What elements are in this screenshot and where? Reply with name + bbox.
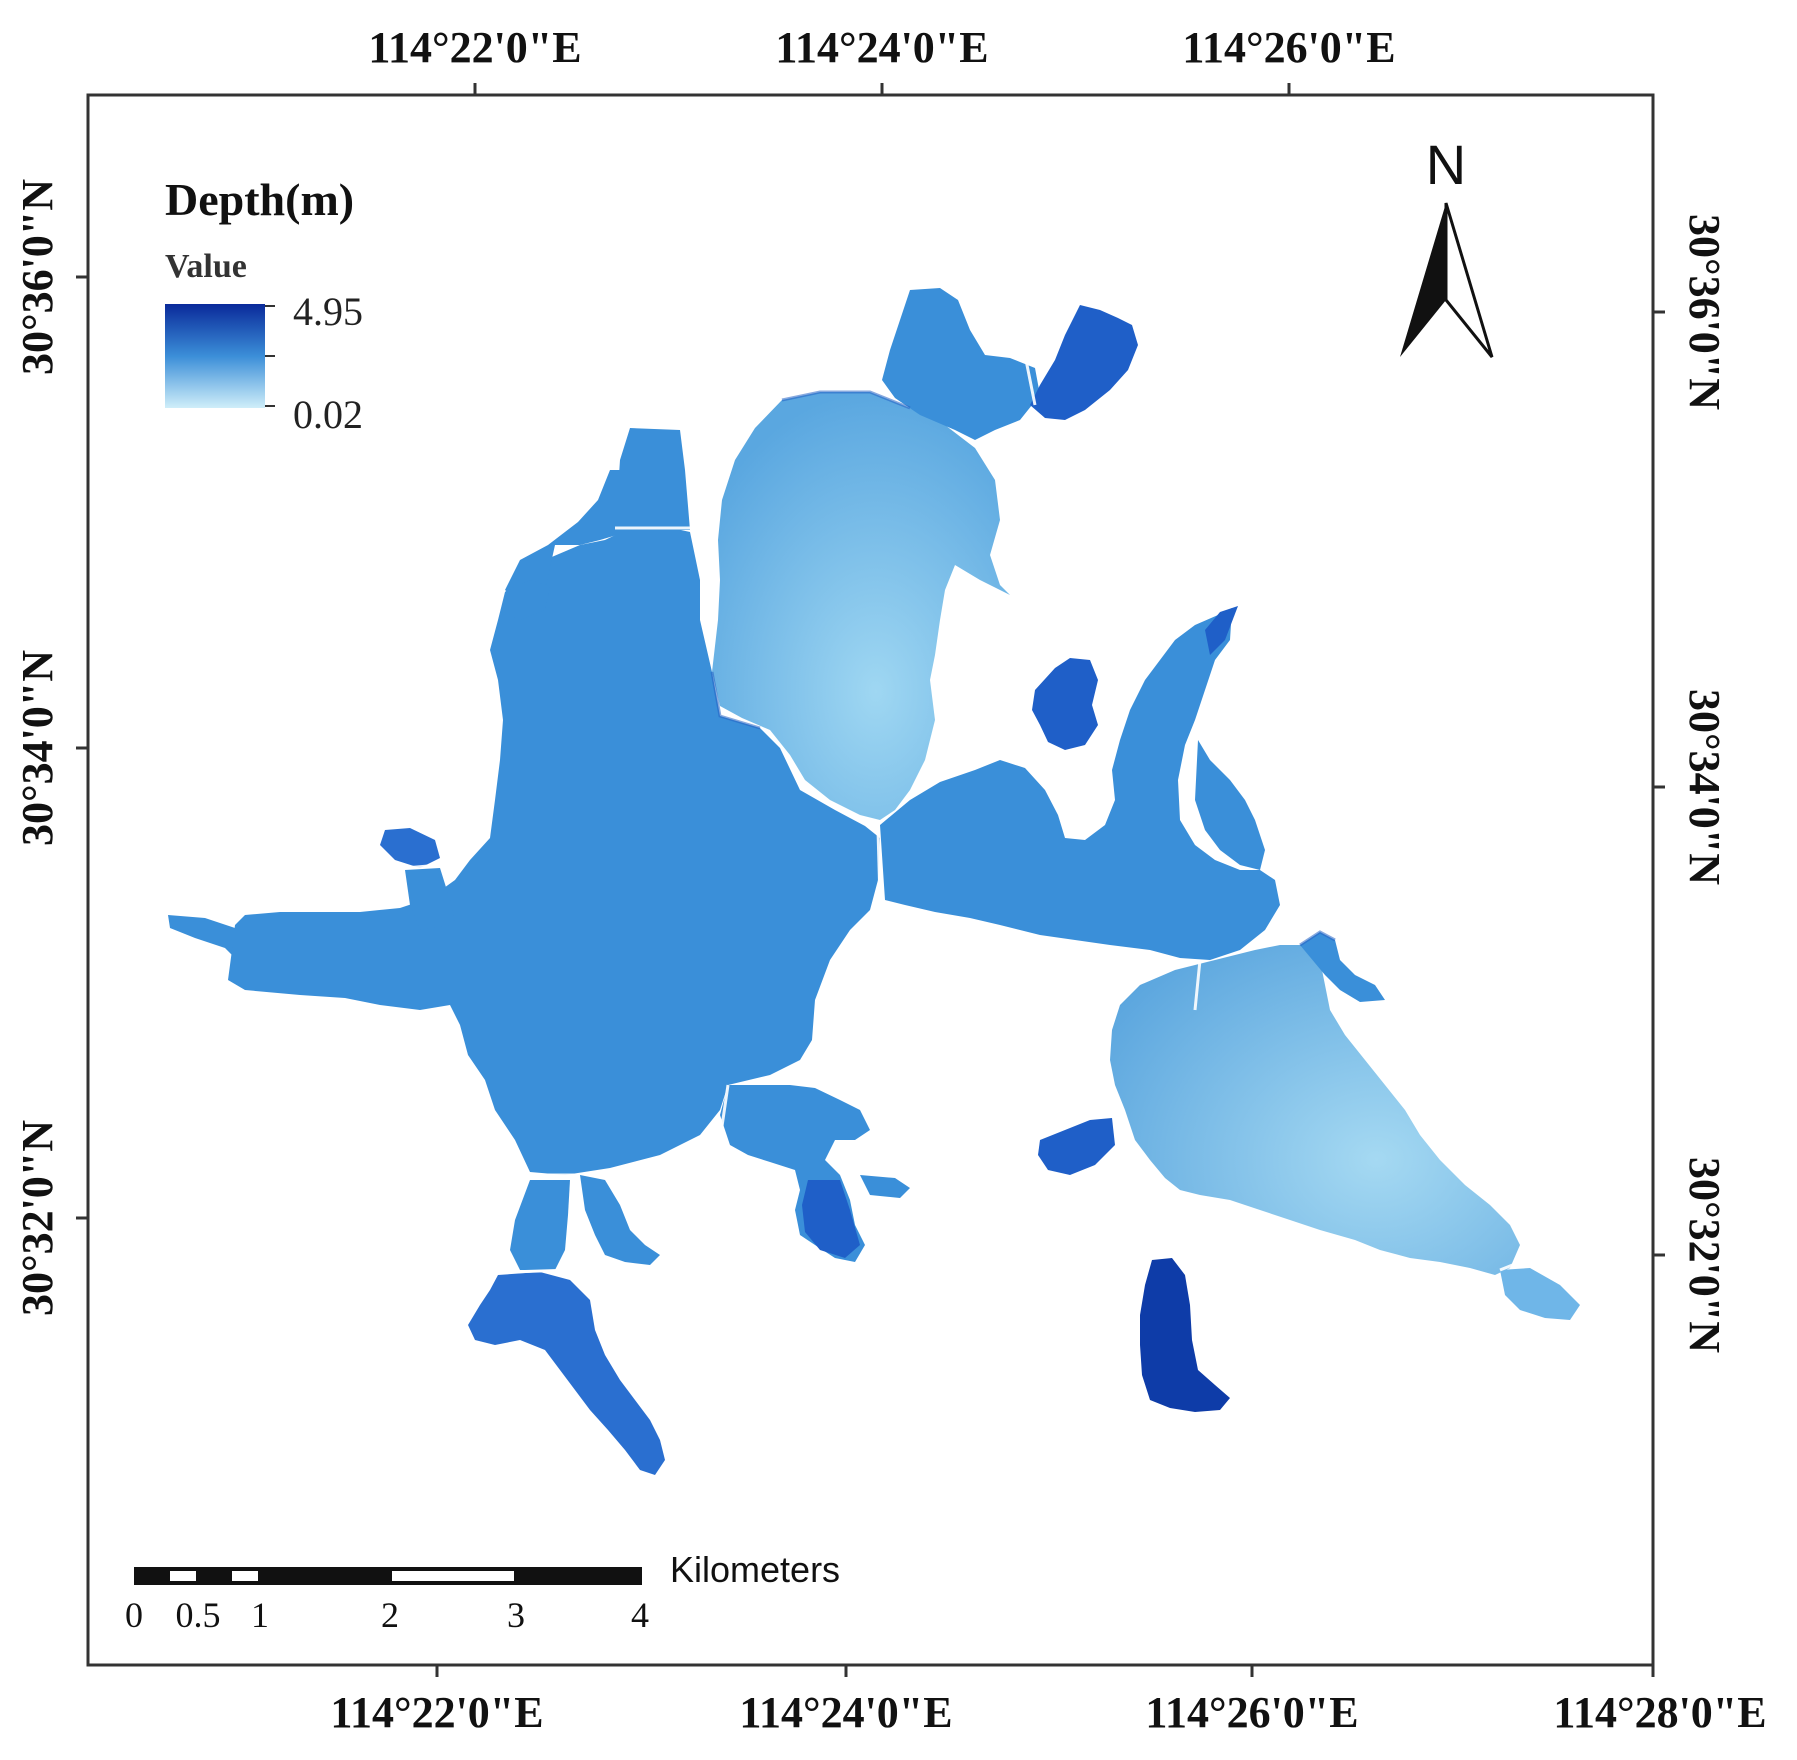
lake-south-arm-west xyxy=(510,1180,570,1270)
lake-east-inlet-deep xyxy=(1032,658,1098,750)
lake-northwest-upper xyxy=(505,470,640,598)
top-lon-label-3: 114°26'0"E xyxy=(1182,23,1395,72)
lake-south-arm-central xyxy=(580,1175,660,1265)
scale-bar: 0 0.5 1 2 3 4 Kilometers xyxy=(125,1549,840,1635)
legend: Depth(m) Value 4.95 0.02 xyxy=(165,174,363,437)
north-arrow: N xyxy=(1400,133,1494,358)
lake-channel-seams xyxy=(404,354,1521,1274)
right-lat-label-2: 30°34'0"N xyxy=(1680,689,1729,885)
legend-title: Depth(m) xyxy=(165,174,354,225)
top-lon-label-2: 114°24'0"E xyxy=(775,23,988,72)
lake-depth-surface xyxy=(168,288,1580,1475)
lake-southeast-north-spur xyxy=(1300,932,1385,1002)
lake-southeast-tail xyxy=(1500,1268,1580,1320)
lake-east-channel xyxy=(880,608,1280,960)
lake-west-pond xyxy=(380,828,440,868)
legend-subtitle: Value xyxy=(165,248,247,285)
top-lon-label-1: 114°22'0"E xyxy=(368,23,581,72)
left-lat-label-1: 30°36'0"N xyxy=(13,179,62,375)
left-lat-label-2: 30°34'0"N xyxy=(13,650,62,846)
bottom-lon-label-1: 114°22'0"E xyxy=(330,1688,543,1737)
legend-max-value: 4.95 xyxy=(293,289,363,334)
bottom-lon-label-3: 114°26'0"E xyxy=(1145,1688,1358,1737)
scale-tick-4: 4 xyxy=(631,1595,649,1635)
bottom-lon-label-4: 114°28'0"E xyxy=(1553,1688,1766,1737)
lake-west-arm xyxy=(168,915,235,955)
lake-south-arm-east-deep xyxy=(802,1180,860,1258)
north-arrow-label: N xyxy=(1426,133,1466,196)
lake-north-lobe-b xyxy=(1030,305,1138,420)
lake-southeast-deepest xyxy=(1140,1258,1230,1412)
lake-north-lobe-a xyxy=(882,288,1040,440)
lake-west-inlet xyxy=(405,868,455,930)
scale-tick-3: 3 xyxy=(507,1595,525,1635)
lake-east-inlet-narrow xyxy=(1205,606,1238,655)
lake-south-arm-west-deep xyxy=(468,1272,665,1475)
scale-tick-1: 1 xyxy=(251,1595,269,1635)
left-lat-label-3: 30°32'0"N xyxy=(13,1120,62,1316)
lake-shore-darkening xyxy=(710,390,1336,947)
frame-ticks xyxy=(76,83,1665,1677)
lake-northwest-spur xyxy=(505,580,550,620)
lake-central-basin xyxy=(228,528,880,1175)
lake-southeast-basin xyxy=(1110,945,1520,1275)
lake-south-arm-east-spur xyxy=(860,1175,910,1198)
scale-unit-label: Kilometers xyxy=(670,1549,840,1590)
north-arrow-icon xyxy=(1400,202,1494,358)
scale-tick-0: 0 xyxy=(125,1595,143,1635)
legend-color-ramp xyxy=(165,304,265,408)
bottom-lon-label-2: 114°24'0"E xyxy=(739,1688,952,1737)
lake-east-fingers xyxy=(1195,740,1265,870)
lake-southeast-west-deep xyxy=(1038,1118,1115,1175)
scale-tick-2: 2 xyxy=(381,1595,399,1635)
legend-min-value: 0.02 xyxy=(293,392,363,437)
right-lat-label-3: 30°32'0"N xyxy=(1680,1157,1729,1353)
lake-north-basin xyxy=(712,392,1010,820)
scale-tick-05: 0.5 xyxy=(176,1595,221,1635)
right-lat-label-1: 30°36'0"N xyxy=(1680,214,1729,410)
